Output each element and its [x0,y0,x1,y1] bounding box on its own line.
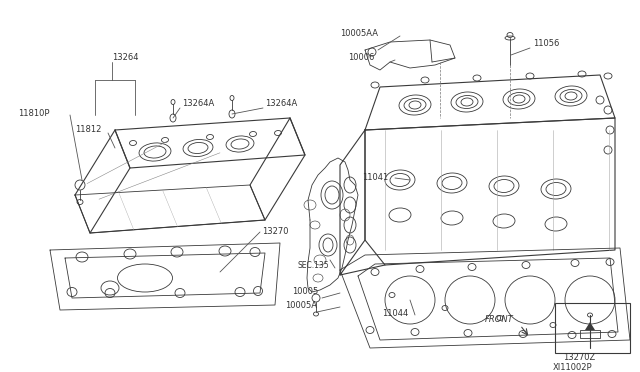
Bar [580,330,600,338]
Bar [555,303,630,353]
Text: 10005A: 10005A [285,301,317,310]
Text: FRONT: FRONT [485,315,514,324]
Text: 13264: 13264 [112,52,138,61]
Text: SEC.135: SEC.135 [297,260,328,269]
Text: 13270Z: 13270Z [563,353,595,362]
Text: 10006: 10006 [348,54,374,62]
Text: XI11002P: XI11002P [553,363,593,372]
Text: 13264A: 13264A [182,99,214,108]
Polygon shape [585,322,595,330]
Text: 13264A: 13264A [265,99,297,108]
Text: 11044: 11044 [382,308,408,317]
Text: 13270: 13270 [262,228,289,237]
Text: 11810P: 11810P [18,109,49,118]
Text: 11041: 11041 [362,173,388,183]
Text: 11812: 11812 [75,125,101,135]
Text: 10005AA: 10005AA [340,29,378,38]
Text: 11056: 11056 [533,39,559,48]
Text: 10005: 10005 [292,288,318,296]
